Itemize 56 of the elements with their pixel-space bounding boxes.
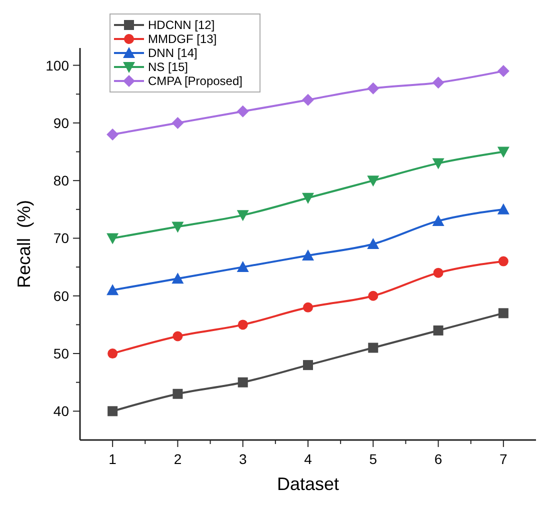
legend-label: DNN [14] — [148, 46, 198, 60]
x-tick-label: 6 — [434, 451, 442, 467]
x-tick-label: 1 — [108, 451, 117, 467]
point — [236, 261, 249, 272]
y-tick-label: 70 — [53, 230, 70, 246]
x-axis-title: Dataset — [276, 474, 340, 494]
point — [238, 377, 248, 388]
point — [303, 360, 313, 370]
point — [368, 342, 378, 353]
point — [432, 158, 444, 170]
point — [172, 222, 184, 233]
x-tick-label: 5 — [369, 451, 378, 467]
point — [497, 146, 510, 158]
point — [172, 272, 184, 284]
point — [106, 128, 119, 140]
point — [106, 284, 119, 296]
point — [432, 76, 444, 89]
point — [236, 105, 249, 118]
point — [106, 233, 119, 244]
y-tick-label: 60 — [53, 288, 70, 304]
legend-label: MMDGF [13] — [148, 32, 217, 46]
x-tick-label: 7 — [500, 451, 508, 467]
point — [108, 406, 118, 416]
x-tick-label: 3 — [238, 451, 247, 467]
point — [367, 82, 380, 94]
point — [433, 268, 444, 278]
y-axis-title: Recall (%) — [14, 200, 34, 288]
point — [303, 302, 313, 312]
y-tick-label: 80 — [53, 172, 70, 189]
point — [432, 214, 444, 226]
point — [238, 320, 248, 330]
point — [498, 308, 508, 318]
point — [433, 325, 444, 336]
point — [367, 238, 380, 249]
point — [498, 256, 508, 266]
point — [108, 348, 118, 359]
legend-label: NS [15] — [148, 60, 188, 74]
point — [368, 290, 378, 301]
y-tick-label: 40 — [53, 403, 70, 420]
point — [302, 94, 314, 106]
point — [172, 388, 183, 399]
legend-label: HDCNN [12] — [148, 18, 215, 32]
point — [302, 250, 314, 261]
x-tick-label: 2 — [174, 451, 182, 467]
point — [302, 192, 314, 204]
x-tick-label: 4 — [304, 451, 312, 467]
point — [236, 210, 249, 222]
point — [367, 176, 380, 187]
point — [172, 116, 184, 129]
y-tick-label: 100 — [46, 57, 70, 74]
y-tick-label: 90 — [53, 114, 70, 131]
y-tick-label: 50 — [53, 346, 70, 362]
point — [497, 203, 510, 214]
legend-label: CMPA [Proposed] — [148, 74, 242, 88]
point — [497, 65, 510, 78]
point — [172, 331, 183, 342]
